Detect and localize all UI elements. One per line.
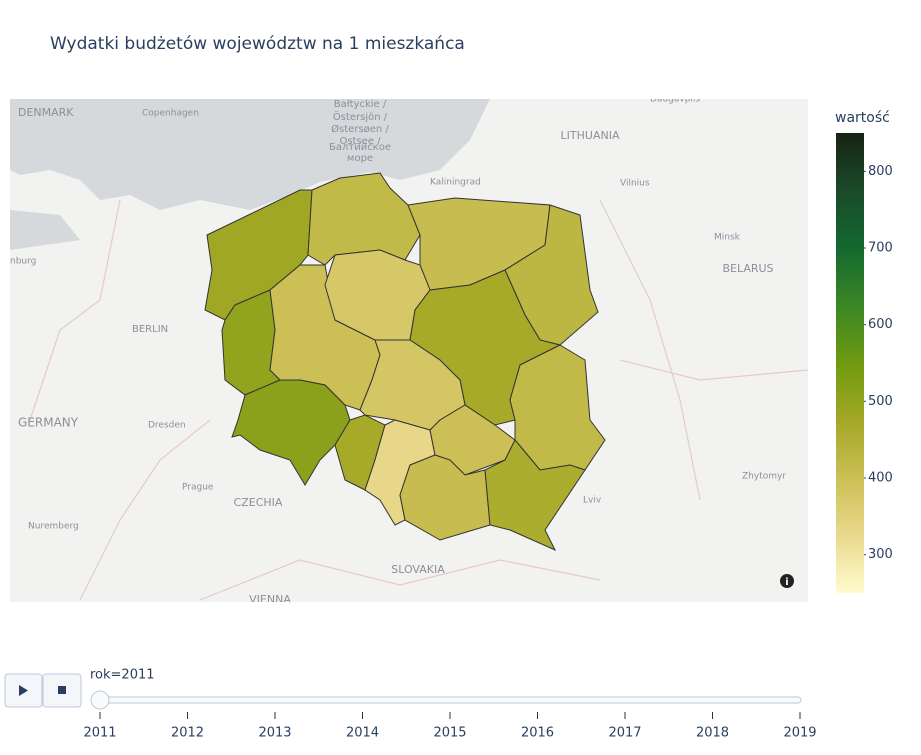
- stop-icon: [58, 686, 66, 694]
- map-labels: DENMARK Copenhagen Bałtyckie /Östersjön /Ø…: [10, 95, 786, 606]
- map-label: SLOVAKIA: [391, 563, 445, 576]
- map-label: Vilnius: [620, 179, 650, 189]
- colorbar-tick-label: 500: [868, 394, 893, 409]
- map-label: Zhytomyr: [742, 472, 786, 482]
- map-label: Daugavpils: [650, 95, 700, 105]
- slider-step-label: 2019: [783, 726, 816, 741]
- slider-track[interactable]: [97, 696, 802, 704]
- map-label: Dresden: [148, 421, 186, 431]
- slider-step-label: 2013: [258, 726, 291, 741]
- chart-title: Wydatki budżetów województw na 1 mieszka…: [50, 34, 465, 54]
- colorbar-tick-label: 400: [868, 471, 893, 486]
- map-label: Østersøen /: [331, 123, 389, 135]
- map-label: Minsk: [714, 233, 741, 243]
- slider-step-label: 2015: [433, 726, 466, 741]
- region: [231, 379, 351, 486]
- map-label: Nuremberg: [28, 522, 79, 532]
- map: DENMARK Copenhagen Bałtyckie /Östersjön /Ø…: [10, 95, 808, 606]
- colorbar-tick-label: 600: [868, 317, 893, 332]
- colorbar-title: wartość: [835, 110, 890, 126]
- slider-step-label: 2017: [608, 726, 641, 741]
- map-label: GERMANY: [18, 416, 79, 430]
- slider-step-label: 2014: [346, 726, 379, 741]
- map-label: DENMARK: [18, 106, 74, 119]
- map-label: Bałtyckie /: [334, 99, 387, 110]
- colorbar-tick-label: 700: [868, 241, 893, 256]
- play-icon: [19, 685, 28, 696]
- map-label: Copenhagen: [142, 109, 199, 119]
- slider-steps: 2011 2012 2013 2014 2015 2016 2017 2018 2019: [83, 690, 817, 741]
- info-icon[interactable]: [780, 574, 794, 588]
- borders: [29, 199, 808, 601]
- map-label: VIENNA: [249, 593, 291, 606]
- map-label: Östersjön /: [333, 110, 388, 123]
- buttons: [4, 673, 82, 708]
- sea: [10, 99, 490, 250]
- slider-step-label: 2016: [521, 726, 554, 741]
- colorbar-tick-label: 800: [868, 164, 893, 179]
- map-label: Kaliningrad: [430, 178, 481, 188]
- slider-handle[interactable]: [90, 690, 110, 710]
- region: [307, 172, 421, 266]
- slider-step-label: 2011: [83, 726, 116, 741]
- map-label: Prague: [182, 483, 214, 493]
- map-label: CZECHIA: [234, 496, 283, 509]
- slider-step-label: 2018: [696, 726, 729, 741]
- colorbar: [836, 133, 864, 593]
- map-label: Ostsee /: [339, 136, 381, 147]
- map-label: море: [347, 153, 373, 164]
- map-label: nburg: [10, 257, 36, 267]
- regions: [204, 172, 606, 552]
- region: [429, 404, 516, 476]
- map-label: Lviv: [583, 496, 602, 506]
- slider-label: rok=2011: [90, 668, 155, 683]
- colorbar-ticks: 300 400 500 600 700 800: [864, 164, 893, 562]
- map-label: BERLIN: [132, 324, 168, 335]
- map-label: BELARUS: [722, 262, 773, 275]
- region: [484, 439, 586, 552]
- info-icon-glyph: i: [785, 577, 788, 588]
- slider-step-label: 2012: [171, 726, 204, 741]
- colorbar-tick-label: 300: [868, 547, 893, 562]
- map-label: LITHUANIA: [561, 129, 620, 142]
- map-label: Балтийское: [329, 142, 391, 153]
